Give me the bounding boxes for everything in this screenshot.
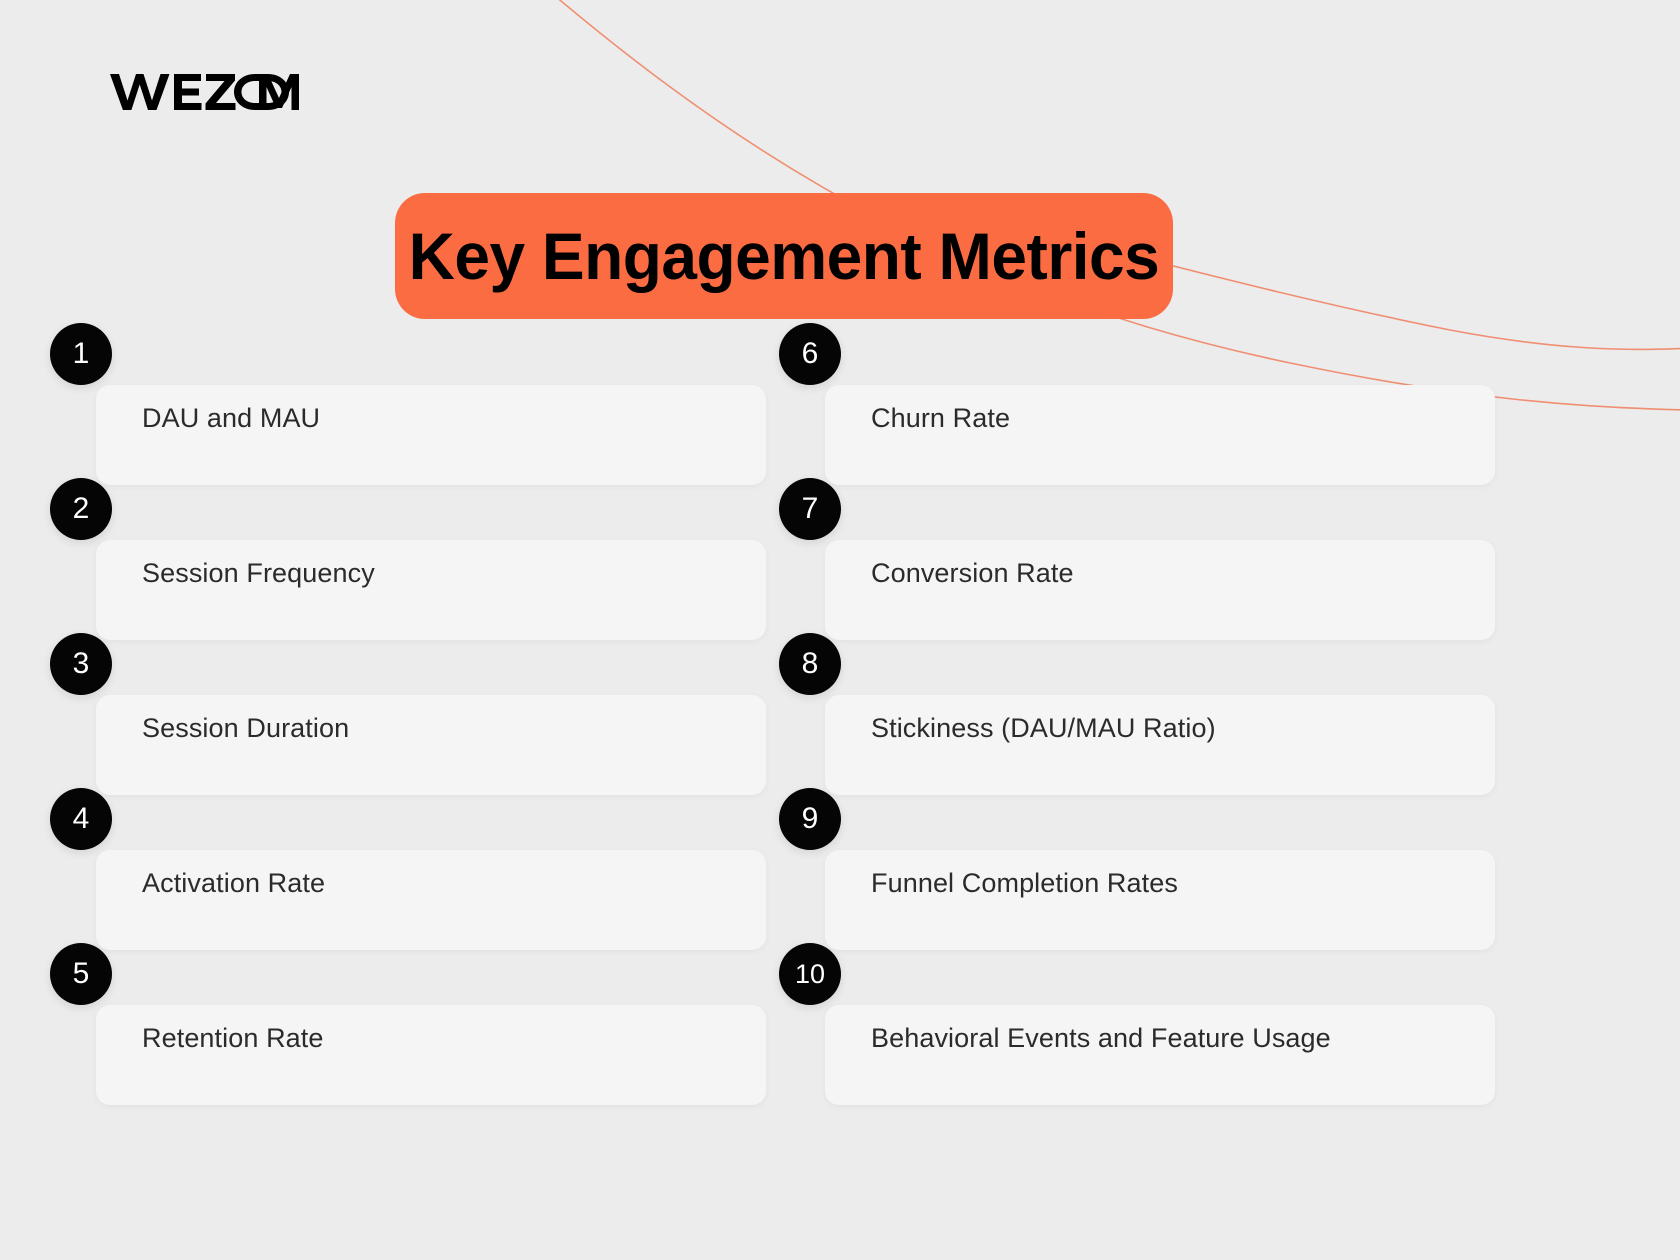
metric-label: Conversion Rate	[871, 558, 1074, 588]
title-banner: Key Engagement Metrics	[395, 193, 1173, 319]
metric-label: Stickiness (DAU/MAU Ratio)	[871, 713, 1216, 743]
metric-number-badge: 1	[50, 323, 112, 385]
metric-label: Behavioral Events and Feature Usage	[871, 1023, 1331, 1053]
metric-number-badge: 6	[779, 323, 841, 385]
metric-number-badge: 5	[50, 943, 112, 1005]
metric-card[interactable]	[96, 695, 766, 795]
metric-card[interactable]	[96, 1005, 766, 1105]
metric-card[interactable]	[825, 1005, 1495, 1105]
metric-label: Activation Rate	[142, 868, 326, 898]
metric-label: Retention Rate	[142, 1023, 324, 1053]
metric-card[interactable]	[96, 540, 766, 640]
metric-card[interactable]	[96, 385, 766, 485]
metric-label: Churn Rate	[871, 403, 1011, 433]
wezom-logo[interactable]: WEZOM	[110, 68, 300, 114]
metric-item[interactable]: 8 Stickiness (DAU/MAU Ratio)	[779, 633, 1495, 820]
metric-number-badge: 3	[50, 633, 112, 695]
metric-card[interactable]	[825, 850, 1495, 950]
metric-number-badge: 2	[50, 478, 112, 540]
metric-number-badge: 9	[779, 788, 841, 850]
logo-wordmark	[110, 74, 299, 110]
metric-item[interactable]: 9 Funnel Completion Rates	[779, 788, 1495, 975]
metrics-column-right: 6 Churn Rate 7 Conversion Rate 8 Stickin…	[779, 323, 1495, 1130]
metric-label: DAU and MAU	[142, 403, 321, 433]
metric-item[interactable]: 2 Session Frequency	[50, 478, 766, 665]
metric-item[interactable]: 5 Retention Rate	[50, 943, 766, 1130]
decor-curve-lower-arc	[1117, 251, 1680, 351]
metric-item[interactable]: 3 Session Duration	[50, 633, 766, 820]
metric-card[interactable]	[825, 385, 1495, 485]
metric-item[interactable]: 1 DAU and MAU	[50, 323, 766, 510]
metrics-column-left: 1 DAU and MAU 2 Session Frequency 3 Sess…	[50, 323, 766, 1130]
metric-item[interactable]: 10 Behavioral Events and Feature Usage	[779, 943, 1495, 1130]
page-title: Key Engagement Metrics	[408, 219, 1160, 293]
metric-label: Funnel Completion Rates	[871, 868, 1178, 898]
metric-number-badge: 8	[779, 633, 841, 695]
metric-card[interactable]	[825, 695, 1495, 795]
metric-item[interactable]: 4 Activation Rate	[50, 788, 766, 975]
metric-number-badge: 7	[779, 478, 841, 540]
metric-card[interactable]	[825, 540, 1495, 640]
metric-card[interactable]	[96, 850, 766, 950]
metric-item[interactable]: 7 Conversion Rate	[779, 478, 1495, 665]
metric-label: Session Duration	[142, 713, 350, 743]
metric-label: Session Frequency	[142, 558, 375, 588]
metric-number-badge: 10	[779, 943, 841, 1005]
metric-item[interactable]: 6 Churn Rate	[779, 323, 1495, 510]
metric-number-badge: 4	[50, 788, 112, 850]
